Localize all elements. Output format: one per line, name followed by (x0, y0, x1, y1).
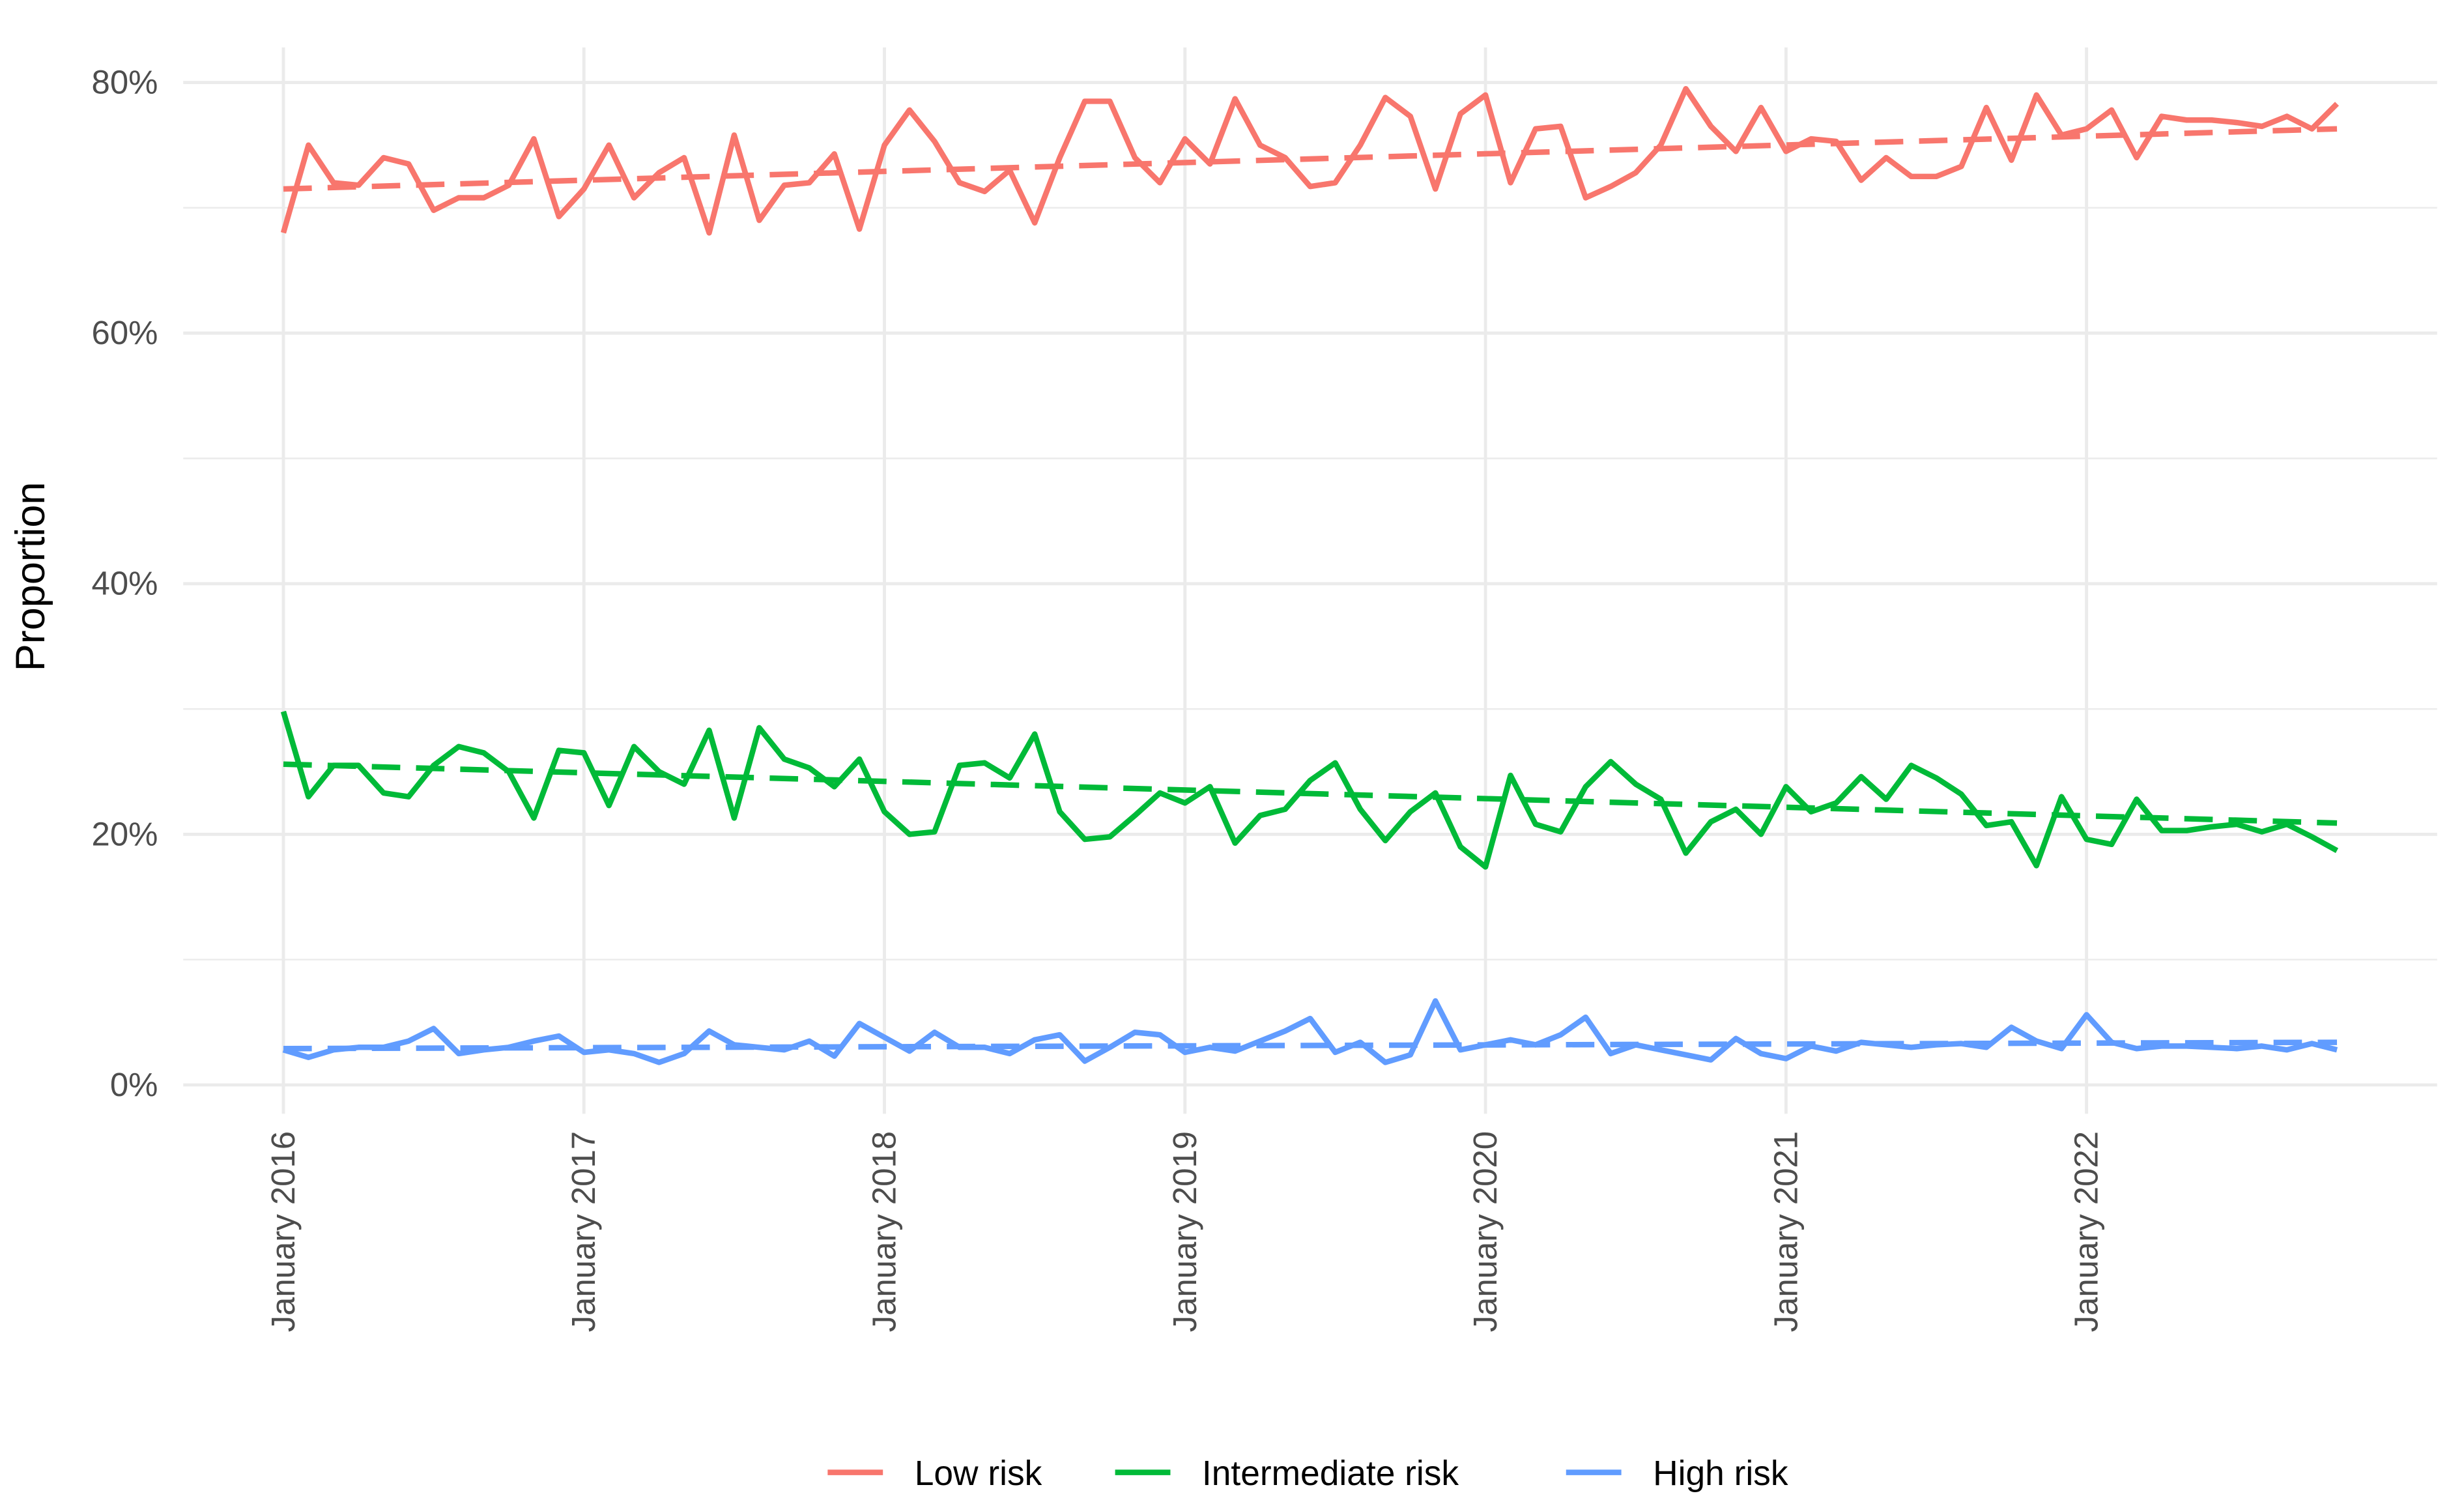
y-tick-label: 40% (92, 565, 158, 602)
x-tick-label: January 2018 (866, 1131, 903, 1333)
data-line (280, 710, 2339, 870)
trend-line (283, 761, 2338, 826)
y-tick-label: 0% (110, 1066, 158, 1103)
x-tick-label: January 2017 (565, 1131, 602, 1333)
y-axis-label: Proportion (8, 482, 53, 672)
legend-label: High risk (1653, 1454, 1788, 1493)
y-tick-label: 80% (92, 64, 158, 101)
x-tick-label: January 2022 (2068, 1131, 2105, 1333)
trend-line (283, 126, 2338, 192)
x-tick-label: January 2020 (1467, 1131, 1504, 1333)
x-tick-label: January 2019 (1166, 1131, 1203, 1333)
trend-line (283, 1039, 2338, 1052)
data-line (280, 85, 2340, 236)
legend-label: Low risk (915, 1454, 1042, 1493)
x-tick-label: January 2021 (1767, 1131, 1804, 1333)
legend-label: Intermediate risk (1202, 1454, 1459, 1493)
data-line (282, 998, 2338, 1065)
y-tick-label: 60% (92, 314, 158, 351)
y-tick-label: 20% (92, 815, 158, 852)
x-tick-label: January 2016 (265, 1131, 302, 1333)
